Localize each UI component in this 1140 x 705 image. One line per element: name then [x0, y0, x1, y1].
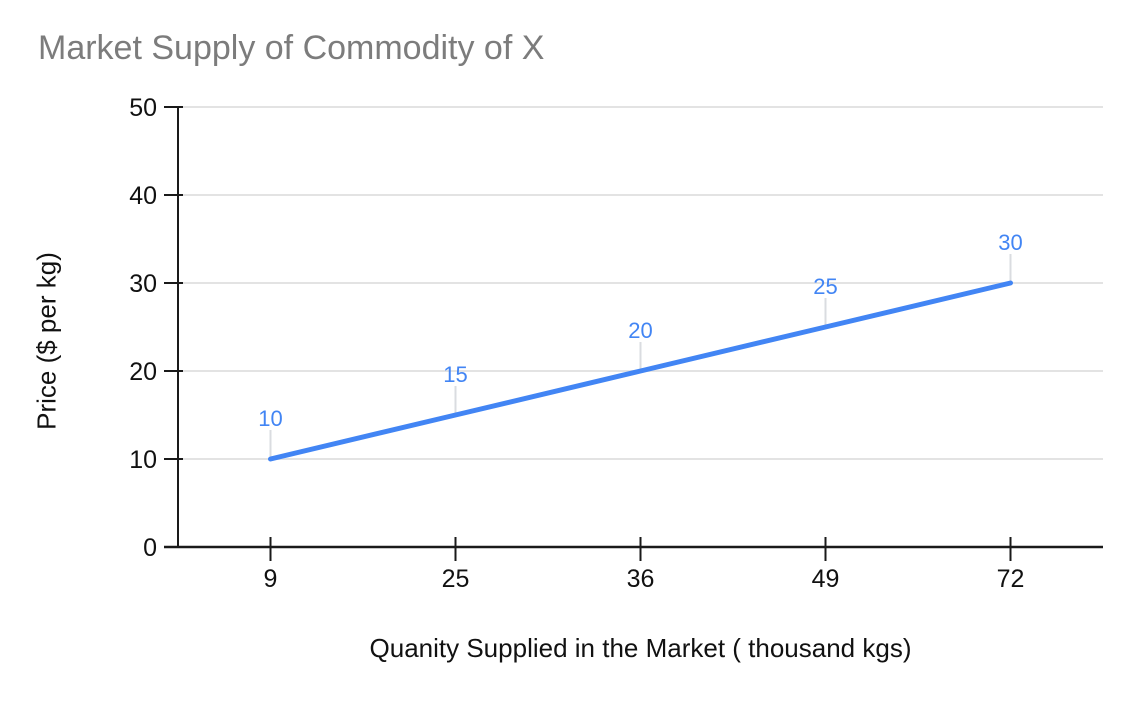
x-tick-label: 72 — [997, 565, 1025, 593]
y-tick-label: 40 — [129, 182, 157, 210]
x-tick-label: 25 — [442, 565, 470, 593]
y-tick-label: 20 — [129, 358, 157, 386]
y-tick-label: 50 — [129, 94, 157, 122]
x-axis-title: Quanity Supplied in the Market ( thousan… — [369, 633, 912, 663]
data-label: 10 — [258, 406, 282, 431]
y-tick-label: 10 — [129, 446, 157, 474]
x-tick-label: 36 — [627, 565, 655, 593]
x-tick-label: 9 — [264, 565, 278, 593]
data-label: 15 — [443, 362, 467, 387]
chart-title: Market Supply of Commodity of X — [38, 29, 545, 67]
y-tick-label: 0 — [143, 534, 157, 562]
y-tick-label: 30 — [129, 270, 157, 298]
series-line-supply — [268, 280, 1013, 462]
x-tick-label: 49 — [812, 565, 840, 593]
data-label: 25 — [813, 274, 837, 299]
data-label: 20 — [628, 318, 652, 343]
data-label: 30 — [998, 230, 1022, 255]
